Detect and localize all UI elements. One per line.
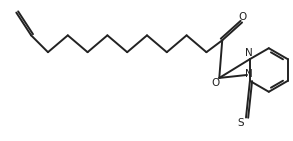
Text: S: S (238, 118, 244, 128)
Text: O: O (211, 78, 219, 88)
Text: N: N (245, 48, 253, 58)
Text: O: O (238, 12, 246, 22)
Text: N: N (245, 69, 253, 79)
